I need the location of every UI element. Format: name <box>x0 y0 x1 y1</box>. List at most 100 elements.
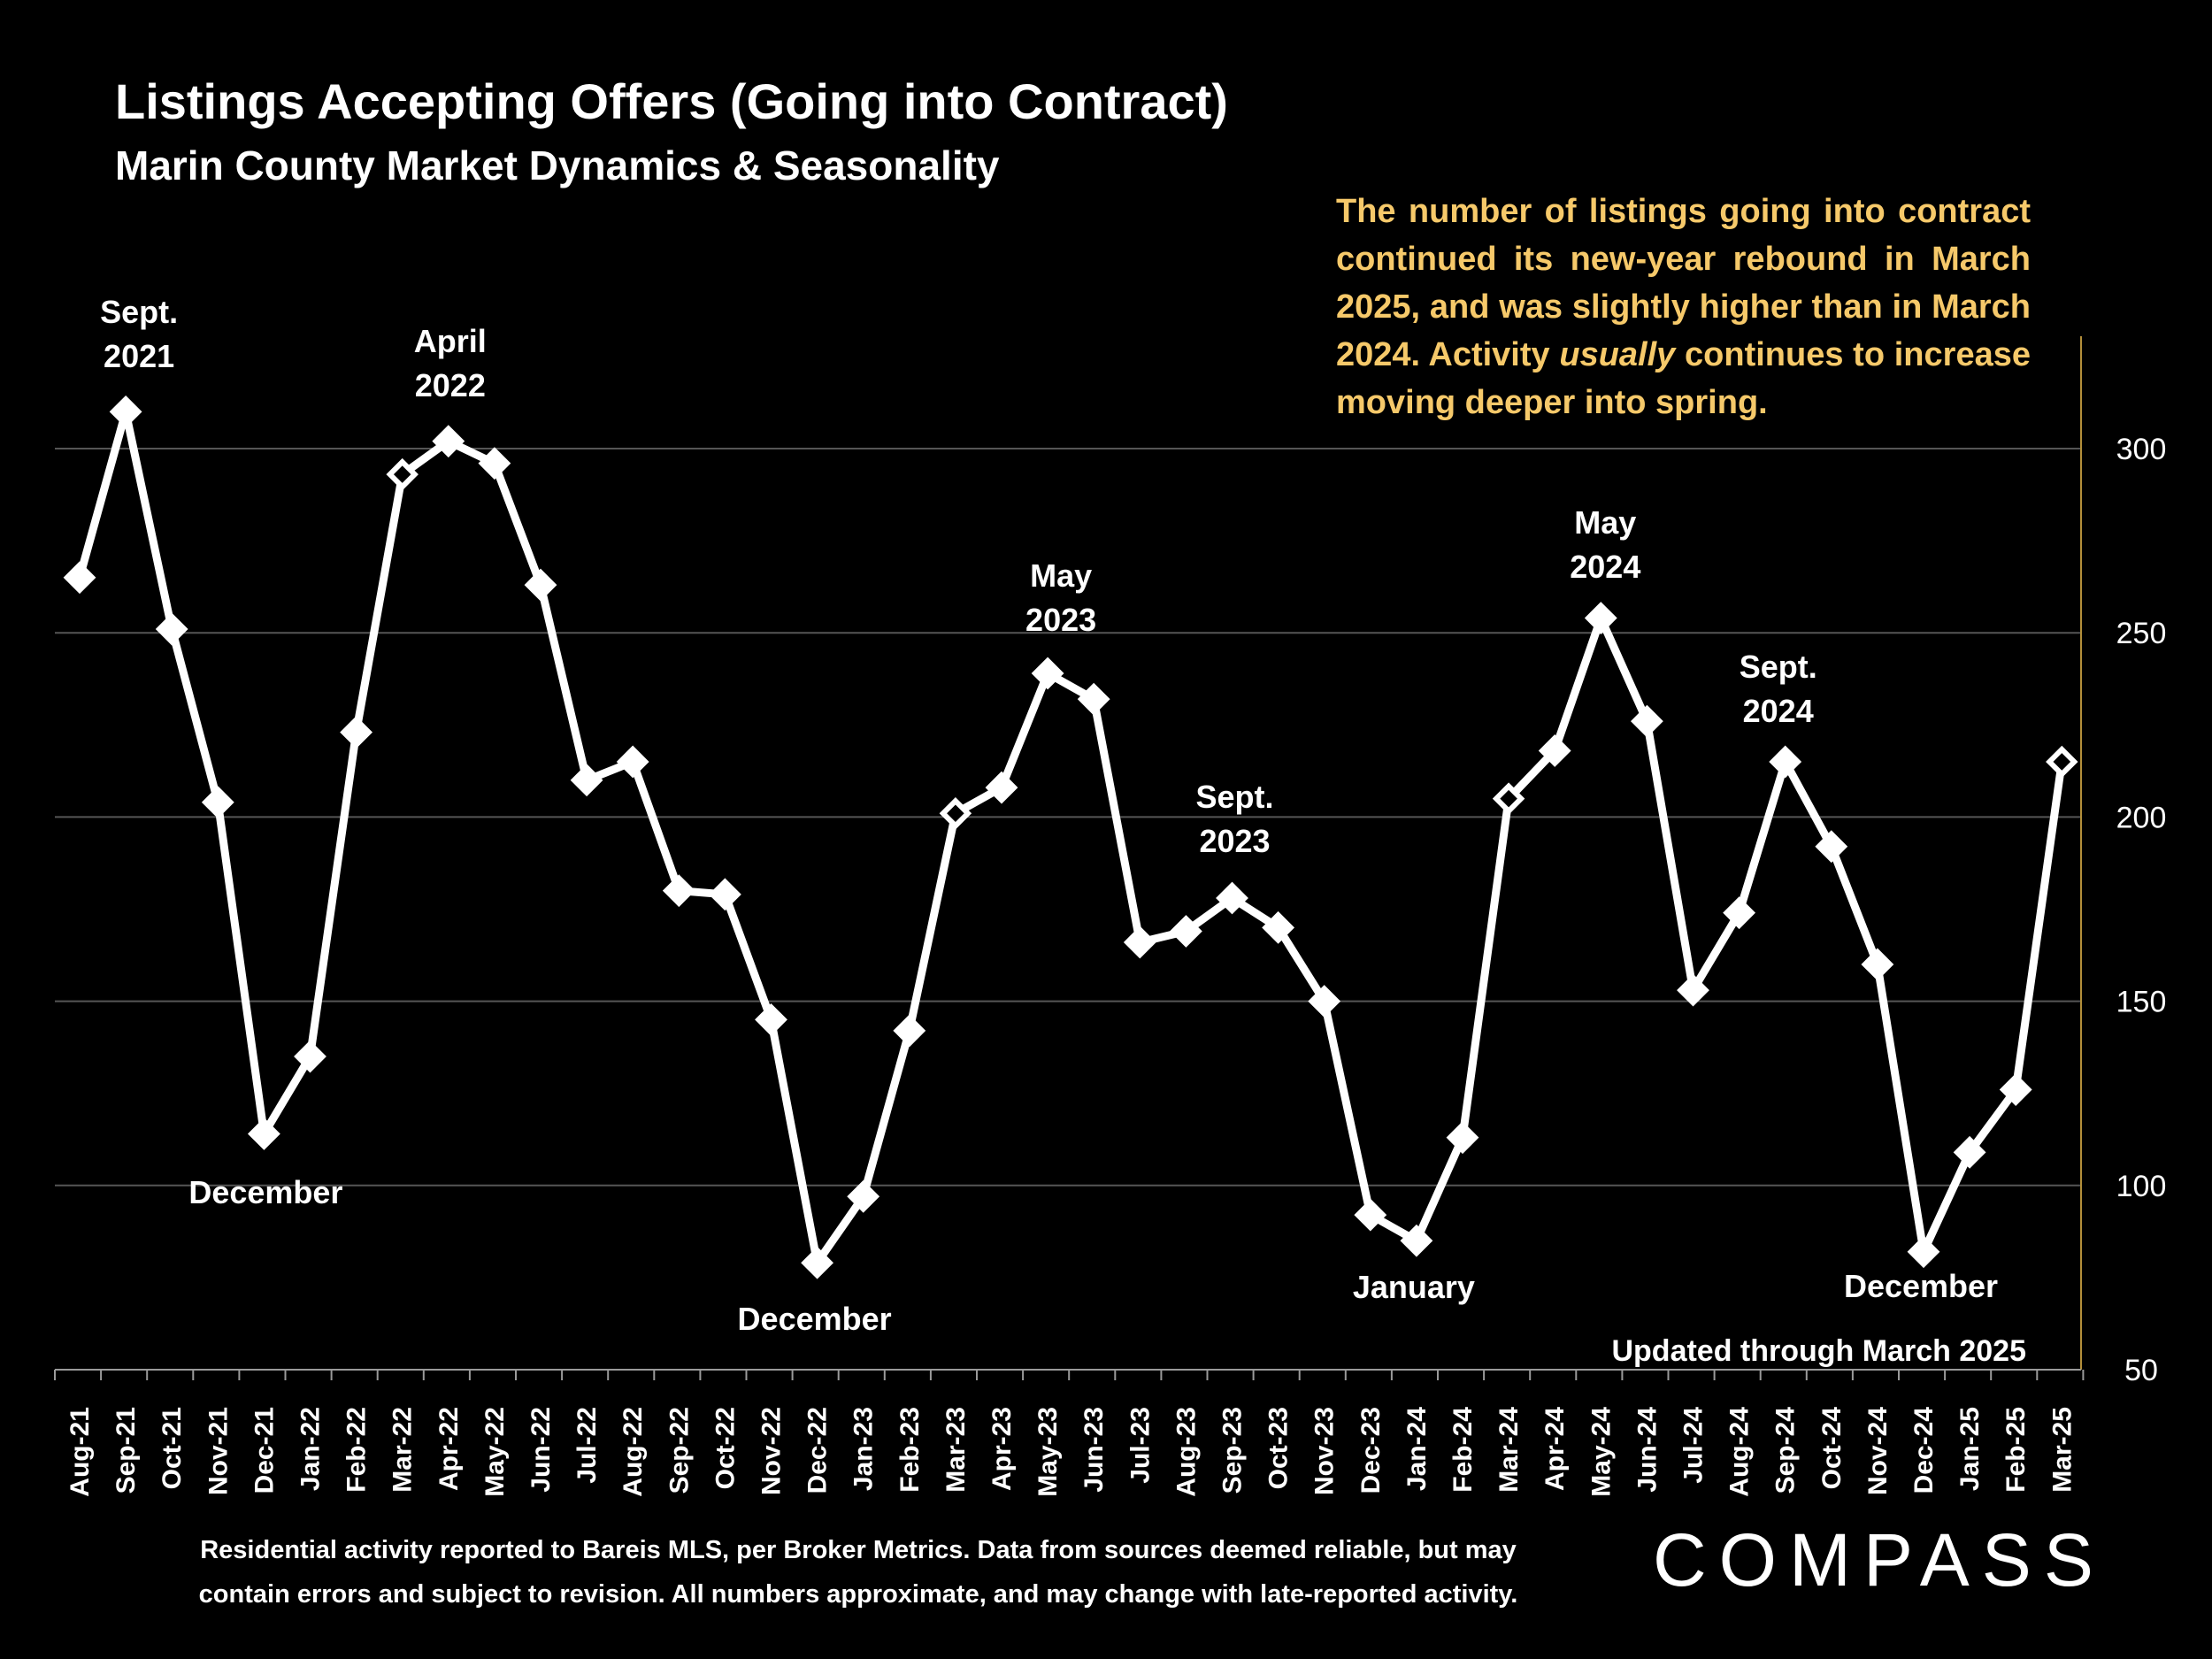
annotation-label: May <box>1030 557 1092 594</box>
data-point <box>1354 1198 1387 1232</box>
x-tick-label: Jul-23 <box>1125 1407 1155 1484</box>
data-point <box>1769 745 1802 779</box>
x-tick-label: Sep-24 <box>1771 1407 1801 1494</box>
data-point <box>755 1003 787 1036</box>
x-tick-label: Aug-21 <box>65 1407 95 1497</box>
data-point <box>524 568 557 602</box>
data-point <box>1446 1121 1479 1155</box>
data-point <box>1999 1073 2032 1106</box>
annotation-label: 2023 <box>1025 602 1096 638</box>
x-tick-label: Jul-24 <box>1679 1407 1709 1484</box>
y-tick-label: 250 <box>2116 617 2167 650</box>
x-tick-label: Mar-22 <box>388 1407 418 1493</box>
x-tick-label: May-23 <box>1033 1407 1063 1497</box>
x-tick-label: Jun-24 <box>1632 1407 1662 1493</box>
marker-layer <box>63 395 2078 1279</box>
annotation-label: Sept. <box>100 294 178 330</box>
x-tick-label: Sep-21 <box>111 1407 141 1494</box>
data-point <box>1169 915 1202 948</box>
data-point <box>1953 1135 1986 1169</box>
annotation-label: December <box>738 1301 892 1337</box>
y-tick-label: 300 <box>2116 433 2167 466</box>
data-point <box>801 1246 834 1279</box>
x-tick-label: Jan-25 <box>1955 1407 1985 1491</box>
x-tick-label: Aug-24 <box>1725 1407 1755 1497</box>
data-point <box>1907 1235 1940 1269</box>
y-tick-labels: 50 100 150 200 250 300 <box>2116 433 2167 1387</box>
data-point <box>1077 682 1110 716</box>
x-tick-label: Dec-21 <box>250 1407 279 1494</box>
x-tick-label: Aug-22 <box>618 1407 648 1497</box>
annotation-label: January <box>1353 1269 1475 1305</box>
annotation-label: 2024 <box>1743 693 1814 729</box>
y-tick-label: 150 <box>2116 986 2167 1019</box>
data-point <box>616 745 649 779</box>
data-point <box>1723 896 1756 930</box>
data-point <box>340 716 373 749</box>
note-text-1: The number of listings going into contra… <box>1336 193 2031 373</box>
updated-label: Updated through March 2025 <box>1611 1334 2026 1368</box>
x-tick-label: Feb-24 <box>1448 1407 1478 1493</box>
x-tick-label: Nov-21 <box>204 1407 233 1495</box>
annotation-label: May <box>1574 504 1636 541</box>
data-point <box>1216 881 1248 915</box>
x-tick-label: Dec-24 <box>1909 1407 1939 1494</box>
x-tick-label: Nov-24 <box>1863 1407 1893 1495</box>
x-tick-label: Jun-23 <box>1079 1407 1109 1493</box>
x-tick-labels: Aug-21 Sep-21 Oct-21 Nov-21 Dec-21 Jan-22 Feb-… <box>65 1407 2077 1497</box>
data-point <box>1400 1224 1433 1257</box>
data-point <box>1031 657 1064 690</box>
x-tick-label: Jan-23 <box>849 1407 879 1491</box>
x-tick-label: Sep-22 <box>664 1407 694 1494</box>
grid-layer <box>55 448 2081 1187</box>
axis-layer <box>54 336 2085 1380</box>
data-point <box>1584 602 1617 634</box>
data-point <box>893 1014 926 1048</box>
y-tick-label: 200 <box>2116 801 2167 834</box>
y-tick-label: 50 <box>2124 1354 2158 1387</box>
data-point <box>1262 910 1295 944</box>
x-tick-label: Apr-24 <box>1540 1407 1570 1491</box>
annotation-label: 2022 <box>415 367 486 403</box>
x-tick-label: Jan-22 <box>296 1407 326 1491</box>
data-point <box>247 1118 280 1150</box>
data-point <box>1308 985 1341 1018</box>
x-tick-label: Apr-22 <box>434 1407 464 1491</box>
footer-line-1: Residential activity reported to Bareis … <box>200 1536 1517 1564</box>
data-point <box>1538 734 1571 767</box>
x-tick-label: Mar-25 <box>2047 1407 2077 1493</box>
x-tick-label: Mar-23 <box>941 1407 971 1493</box>
data-point <box>708 878 741 911</box>
data-point <box>985 771 1018 804</box>
annotation-label: 2021 <box>104 338 174 374</box>
x-tick-label: May-22 <box>480 1407 510 1497</box>
data-point <box>570 764 603 797</box>
data-point <box>201 786 234 819</box>
x-tick-label: Sep-23 <box>1218 1407 1248 1494</box>
data-point <box>294 1040 326 1073</box>
annotation-label: April <box>414 323 487 359</box>
footer-line-2: contain errors and subject to revision. … <box>198 1580 1518 1609</box>
data-point <box>1492 782 1525 815</box>
x-tick-label: Jul-22 <box>572 1407 602 1484</box>
series-line <box>75 407 2066 1267</box>
data-point <box>1677 973 1709 1007</box>
data-point <box>939 796 972 830</box>
data-point <box>847 1179 880 1213</box>
data-point <box>155 612 188 646</box>
y-tick-label: 100 <box>2116 1170 2167 1203</box>
data-point <box>1861 948 1894 981</box>
x-tick-label: Oct-22 <box>710 1407 740 1489</box>
commentary-note: The number of listings going into contra… <box>1336 188 2031 426</box>
note-text-2: continues to increase moving deeper into… <box>1336 336 2031 421</box>
x-tick-label: Oct-21 <box>157 1407 187 1489</box>
footer-disclaimer: Residential activity reported to Bareis … <box>150 1528 1566 1617</box>
data-point <box>1630 704 1663 738</box>
chart-subtitle: Marin County Market Dynamics & Seasonali… <box>115 142 1000 188</box>
x-tick-label: Oct-24 <box>1817 1407 1847 1490</box>
x-tick-label: Oct-23 <box>1264 1407 1294 1489</box>
annotation-label: December <box>188 1174 342 1210</box>
data-point <box>432 425 465 458</box>
annotation-layer: Sept. 2021 April 2022 May 2023 Sept. 2023 May 202… <box>100 294 1998 1337</box>
